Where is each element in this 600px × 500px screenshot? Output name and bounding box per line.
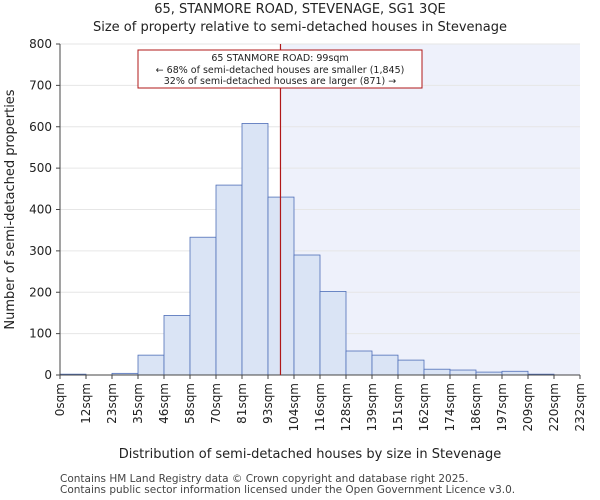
histogram-bar bbox=[345, 350, 373, 376]
x-tick-label: 139sqm bbox=[365, 383, 379, 431]
x-tick-label: 12sqm bbox=[79, 383, 93, 424]
histogram-bar bbox=[189, 236, 217, 376]
y-axis-label: Number of semi-detached properties bbox=[3, 89, 18, 329]
y-tick-label: 700 bbox=[29, 78, 52, 92]
x-tick-label: 0sqm bbox=[53, 383, 67, 416]
annotation-larger: 32% of semi-detached houses are larger (… bbox=[164, 76, 397, 87]
y-tick-label: 500 bbox=[29, 161, 52, 175]
y-tick-label: 0 bbox=[44, 368, 52, 382]
x-tick-label: 232sqm bbox=[573, 383, 587, 431]
chart-subtitle: Size of property relative to semi-detach… bbox=[92, 20, 508, 35]
histogram-bar bbox=[163, 315, 191, 376]
x-tick-label: 58sqm bbox=[183, 383, 197, 424]
histogram-bar bbox=[423, 368, 451, 376]
histogram-bar bbox=[137, 354, 165, 376]
annotation-title: 65 STANMORE ROAD: 99sqm bbox=[211, 53, 348, 64]
x-tick-label: 220sqm bbox=[547, 383, 561, 431]
x-tick-label: 174sqm bbox=[443, 383, 457, 431]
y-tick-label: 200 bbox=[29, 285, 52, 299]
histogram-bar bbox=[449, 369, 477, 376]
histogram-bar bbox=[371, 354, 399, 376]
histogram-bar bbox=[319, 291, 347, 376]
histogram-bar bbox=[397, 359, 425, 376]
copyright-notice: Contains HM Land Registry data © Crown c… bbox=[60, 473, 469, 485]
y-tick-label: 400 bbox=[29, 203, 52, 217]
x-tick-label: 186sqm bbox=[469, 383, 483, 431]
annotation-box bbox=[137, 49, 423, 89]
histogram-bar bbox=[293, 254, 321, 376]
y-tick-label: 300 bbox=[29, 244, 52, 258]
x-tick-label: 81sqm bbox=[235, 383, 249, 424]
histogram-bar bbox=[501, 370, 529, 376]
licence-notice: Contains public sector information licen… bbox=[60, 484, 516, 496]
x-tick-label: 93sqm bbox=[261, 383, 275, 424]
y-tick-label: 600 bbox=[29, 120, 52, 134]
x-tick-label: 128sqm bbox=[339, 383, 353, 431]
histogram-bar bbox=[215, 184, 243, 376]
x-axis-label: Distribution of semi-detached houses by … bbox=[119, 447, 501, 462]
chart-title: 65, STANMORE ROAD, STEVENAGE, SG1 3QE bbox=[154, 2, 446, 17]
x-tick-label: 104sqm bbox=[287, 383, 301, 431]
x-tick-label: 35sqm bbox=[131, 383, 145, 424]
annotation-smaller: ← 68% of semi-detached houses are smalle… bbox=[156, 65, 405, 76]
y-tick-label: 100 bbox=[29, 327, 52, 341]
x-tick-label: 209sqm bbox=[521, 383, 535, 431]
x-tick-label: 197sqm bbox=[495, 383, 509, 431]
histogram-chart: 0 100 200 300 400 500 600 700 800 0sqm 12sqm 23sqm… bbox=[3, 37, 587, 462]
x-tick-label: 151sqm bbox=[391, 383, 405, 431]
x-tick-label: 23sqm bbox=[105, 383, 119, 424]
histogram-bar bbox=[241, 123, 269, 376]
x-tick-label: 70sqm bbox=[209, 383, 223, 424]
y-tick-label: 800 bbox=[29, 37, 52, 51]
x-tick-label: 46sqm bbox=[157, 383, 171, 424]
x-tick-label: 162sqm bbox=[417, 383, 431, 431]
x-tick-label: 116sqm bbox=[313, 383, 327, 431]
